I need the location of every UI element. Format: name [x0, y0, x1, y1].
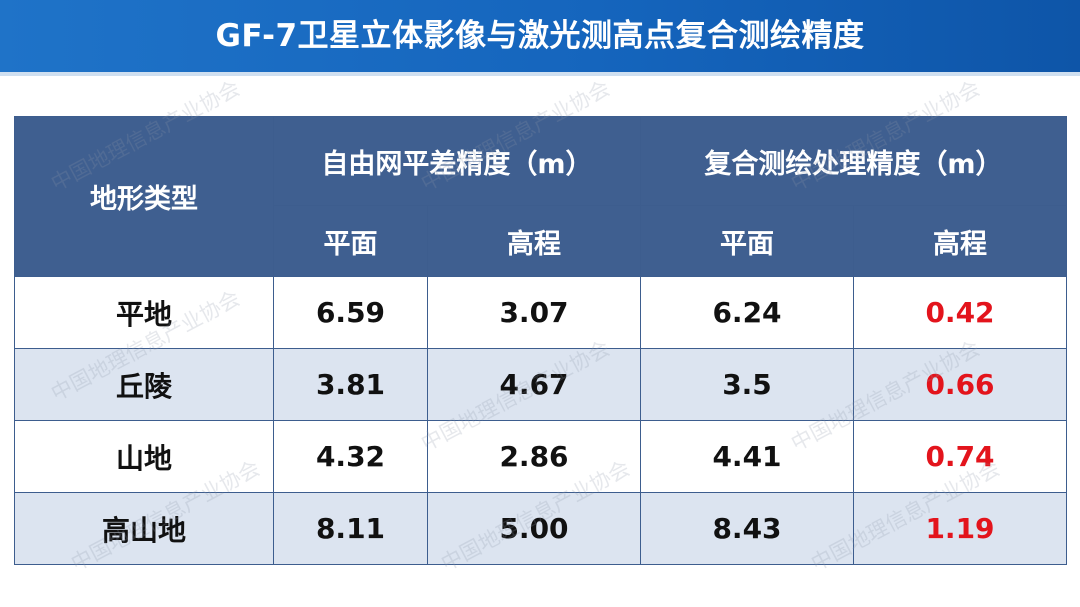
value-cell: 4.67: [427, 348, 641, 421]
header-cell: 平面: [640, 205, 854, 277]
table-row: 丘陵 3.81 4.67 3.5 0.66: [14, 348, 1067, 421]
header-cell: 自由网平差精度（m）: [273, 116, 641, 206]
value-cell: 6.24: [640, 276, 854, 349]
accuracy-table: 地形类型 自由网平差精度（m） 复合测绘处理精度（m） 平面 高程 平面 高程 …: [14, 116, 1067, 565]
row-label: 山地: [14, 420, 274, 493]
table-row: 平地 6.59 3.07 6.24 0.42: [14, 276, 1067, 349]
row-label: 平地: [14, 276, 274, 349]
title-bar: GF-7卫星立体影像与激光测高点复合测绘精度: [0, 0, 1080, 76]
value-cell: 3.07: [427, 276, 641, 349]
value-cell: 4.32: [273, 420, 428, 493]
header-cell: 高程: [853, 205, 1067, 277]
value-cell: 6.59: [273, 276, 428, 349]
value-cell: 3.81: [273, 348, 428, 421]
header-cell: 复合测绘处理精度（m）: [640, 116, 1067, 206]
table-row: 高山地 8.11 5.00 8.43 1.19: [14, 492, 1067, 565]
table-row: 山地 4.32 2.86 4.41 0.74: [14, 420, 1067, 493]
title: GF-7卫星立体影像与激光测高点复合测绘精度: [215, 18, 865, 54]
value-cell: 2.86: [427, 420, 641, 493]
row-label: 高山地: [14, 492, 274, 565]
value-cell: 5.00: [427, 492, 641, 565]
value-cell: 3.5: [640, 348, 854, 421]
value-cell: 0.74: [853, 420, 1067, 493]
header-cell: 地形类型: [14, 116, 274, 277]
row-label: 丘陵: [14, 348, 274, 421]
value-cell: 4.41: [640, 420, 854, 493]
value-cell: 0.66: [853, 348, 1067, 421]
value-cell: 8.11: [273, 492, 428, 565]
value-cell: 1.19: [853, 492, 1067, 565]
header-cell: 平面: [273, 205, 428, 277]
value-cell: 8.43: [640, 492, 854, 565]
header-cell: 高程: [427, 205, 641, 277]
value-cell: 0.42: [853, 276, 1067, 349]
